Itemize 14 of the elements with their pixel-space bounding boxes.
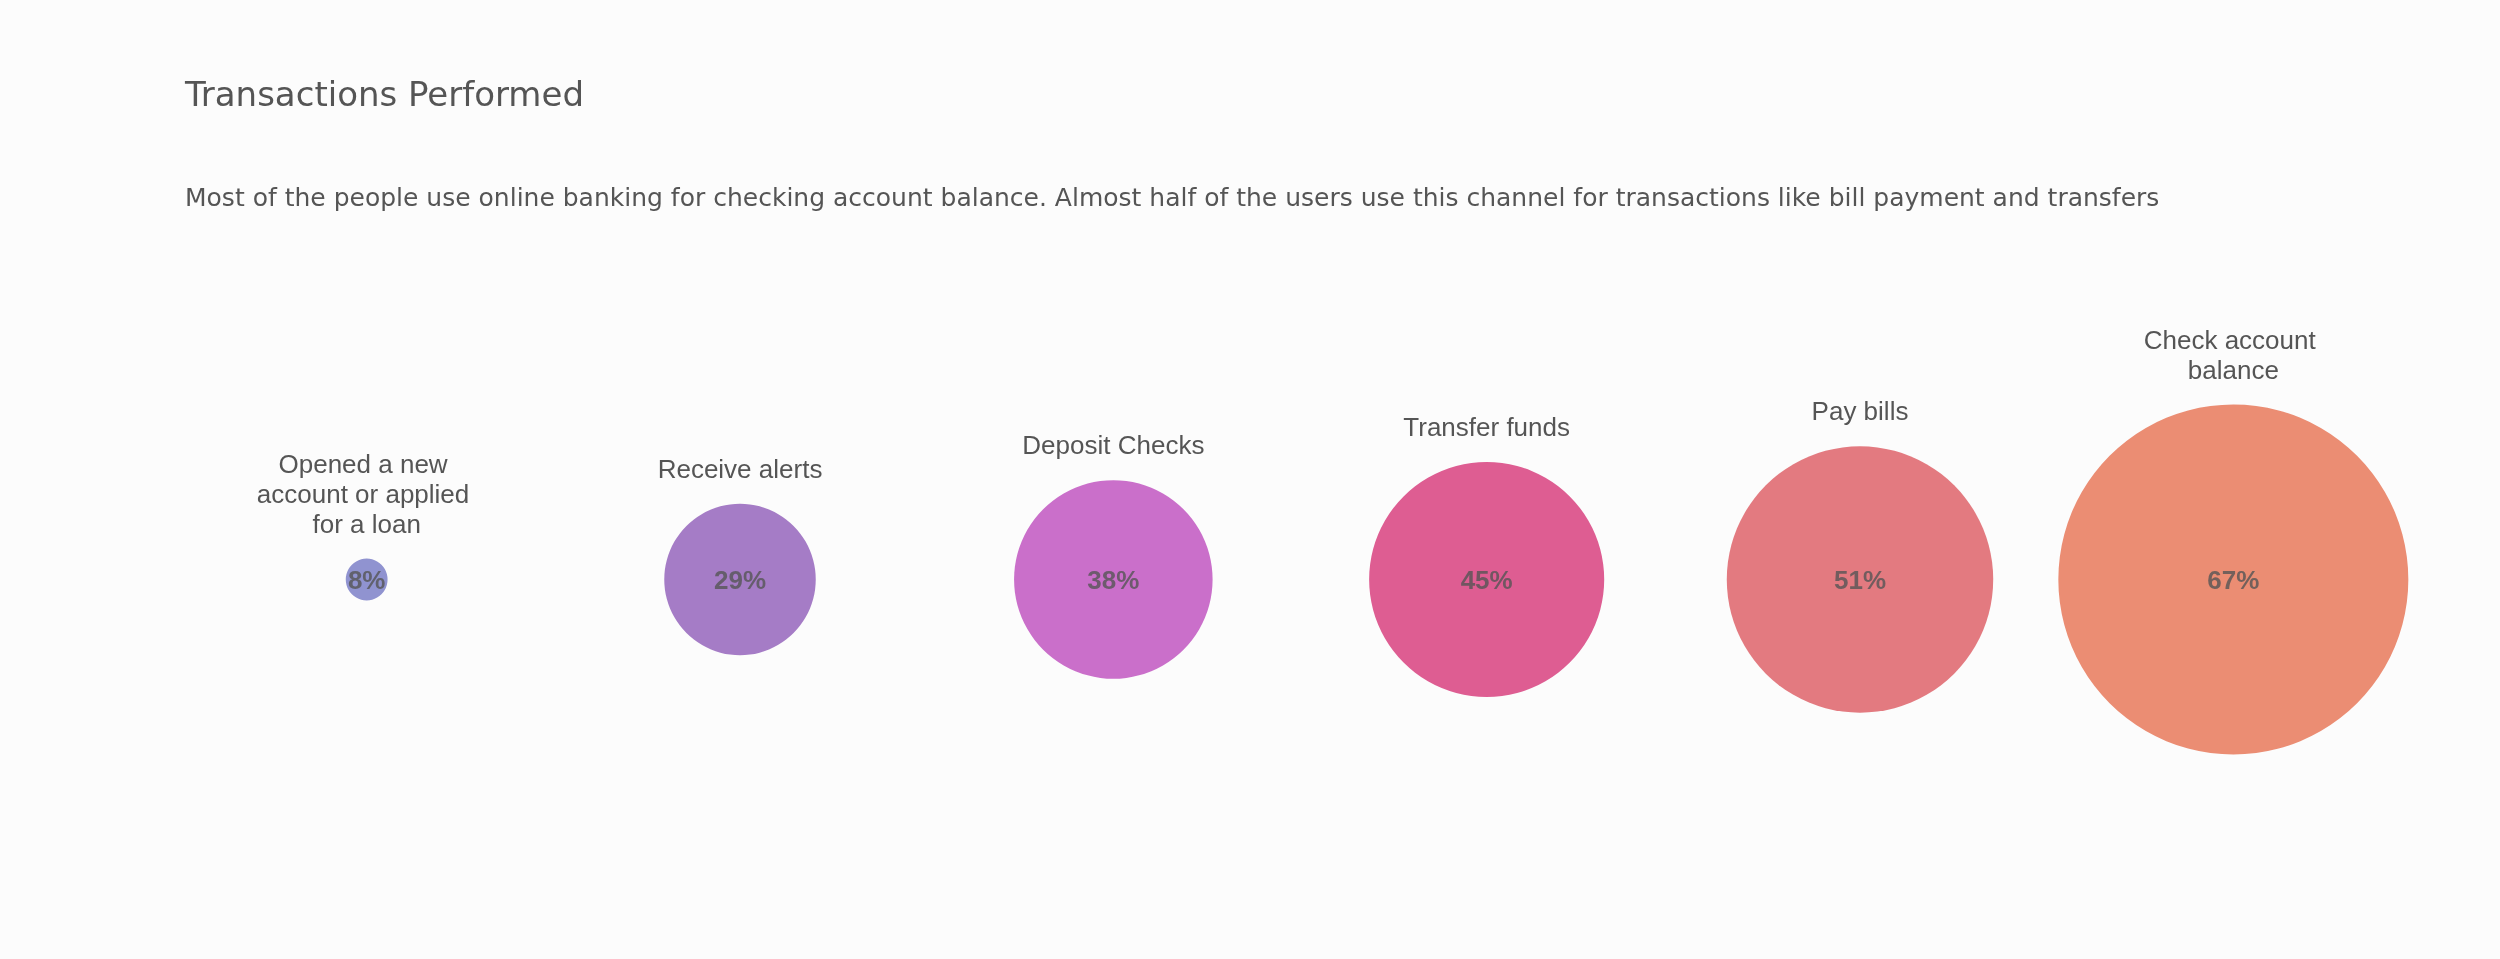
data-label: 67% (2207, 564, 2260, 595)
data-label: 8% (347, 564, 386, 595)
data-label: 51% (1833, 564, 1887, 595)
category-label: Deposit Checks (1022, 430, 1205, 461)
category-label: Pay bills (1811, 396, 1909, 427)
data-label: 45% (1460, 564, 1513, 595)
data-label: 38% (1087, 564, 1140, 595)
text: Most of the people use online banking for checking account balance. Almost half of the users use this channel for transactions like bill payment and transfers (185, 183, 2160, 212)
category-label: Check account balance (2143, 324, 2323, 385)
category-label: Transfer funds (1403, 411, 1570, 442)
data-label: 29% (713, 564, 767, 595)
category-label: Opened a new account or applied for a loan (256, 448, 477, 539)
text: Transactions Performed (184, 74, 584, 114)
category-label: Receive alerts (657, 453, 823, 484)
